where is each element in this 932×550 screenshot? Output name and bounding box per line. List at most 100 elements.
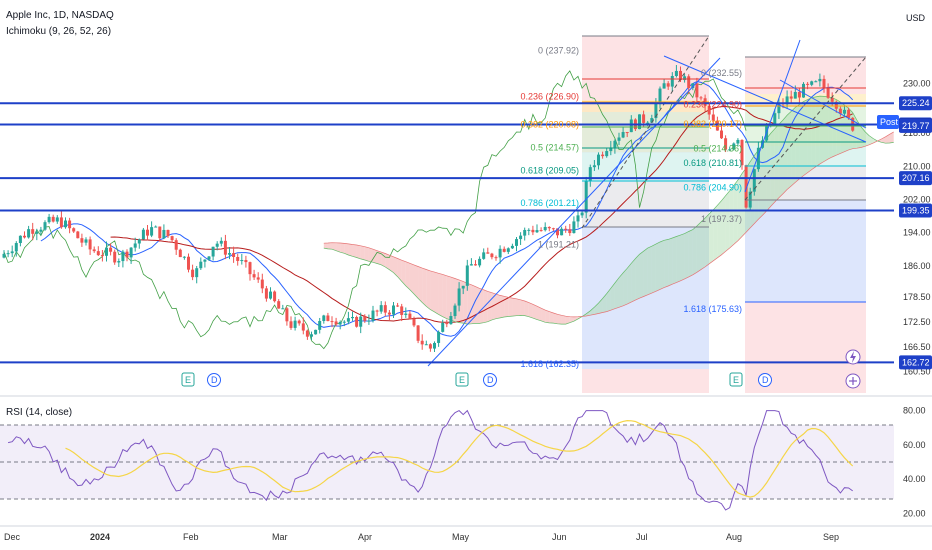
candle <box>228 247 231 260</box>
svg-text:E: E <box>459 375 465 385</box>
candle <box>51 214 55 223</box>
rsi-tick-1: 60.00 <box>903 440 926 450</box>
candle <box>195 265 199 284</box>
price-tag-6 <box>899 355 932 370</box>
candle <box>146 225 149 241</box>
dividend-marker[interactable]: D <box>758 373 772 387</box>
fib1-label-1: 0.236 (226.90) <box>520 91 579 101</box>
candle <box>572 216 576 234</box>
candle <box>453 303 457 319</box>
cloud-segment <box>418 266 423 303</box>
cloud-segment <box>614 277 619 309</box>
fib2-label-6: 1 (197.37) <box>701 214 742 224</box>
candle <box>129 247 133 264</box>
price-tick-2: 218.00 <box>903 128 931 138</box>
svg-text:D: D <box>487 375 494 385</box>
price-tick-0: 230.00 <box>903 78 931 88</box>
candle <box>543 222 547 232</box>
cloud-segment <box>824 96 829 162</box>
price-tag-text-4: 207.16 <box>902 173 930 183</box>
time-tick-9: Sep <box>823 532 839 542</box>
cloud-segment <box>393 256 398 277</box>
cloud-segment <box>811 96 816 170</box>
cloud-segment <box>565 316 570 325</box>
candle <box>379 301 383 314</box>
candle <box>838 106 842 117</box>
candle <box>752 168 756 196</box>
dividend-marker[interactable]: D <box>483 373 497 387</box>
cloud-segment <box>569 316 574 323</box>
cloud-segment <box>537 306 542 321</box>
fib1-label-3: 0.5 (214.57) <box>530 142 579 152</box>
candle <box>35 228 39 241</box>
candle <box>732 142 736 151</box>
candle <box>14 241 18 257</box>
cloud-segment <box>610 283 615 311</box>
cloud-segment <box>332 242 337 251</box>
time-axis[interactable]: Dec 2024 Feb Mar Apr May Jun Jul Aug Sep <box>4 532 839 542</box>
dividend-marker[interactable]: D <box>207 373 221 387</box>
candle <box>277 299 281 309</box>
price-tick-10: 160.50 <box>903 367 931 377</box>
candle <box>10 245 14 258</box>
candle <box>498 245 502 264</box>
candle <box>68 217 72 234</box>
candle <box>154 225 158 228</box>
candle <box>777 97 781 119</box>
candle <box>822 75 826 93</box>
candle <box>64 217 67 229</box>
earnings-marker[interactable]: E <box>729 372 743 387</box>
candle <box>621 126 625 139</box>
cloud-segment <box>873 138 878 144</box>
cloud-segment <box>713 205 718 261</box>
candle <box>371 305 375 323</box>
candle <box>203 259 207 268</box>
earnings-marker[interactable]: E <box>455 372 469 387</box>
cloud-segment <box>467 283 472 325</box>
cloud-segment <box>442 274 447 319</box>
fib1-label-0: 0 (237.92) <box>538 46 579 56</box>
candle <box>707 103 711 120</box>
cloud-segment <box>557 314 562 325</box>
cloud-segment <box>737 173 742 241</box>
candle <box>342 320 346 327</box>
fib1-label-6: 1 (191.21) <box>538 239 579 249</box>
cloud-segment <box>828 96 833 160</box>
cloud-segment <box>553 313 558 324</box>
cloud-segment <box>401 260 406 286</box>
svg-text:D: D <box>762 375 769 385</box>
cloud-segment <box>709 209 714 264</box>
price-tags: 225.24220.11219.84219.77207.16199.35162.… <box>899 96 932 370</box>
cloud-segment <box>655 242 660 292</box>
time-tick-1: 2024 <box>90 532 110 542</box>
candle <box>789 90 793 104</box>
candle <box>285 307 289 326</box>
cloud-segment <box>377 250 382 265</box>
currency-label[interactable]: USD <box>906 13 926 23</box>
candle <box>523 227 527 241</box>
flash-icon[interactable] <box>845 349 861 365</box>
candle <box>658 86 662 109</box>
cloud-segment <box>430 270 435 312</box>
candle <box>810 80 814 87</box>
cloud-segment <box>508 297 513 317</box>
candle <box>338 320 342 330</box>
price-tick-3: 210.00 <box>903 161 931 171</box>
cloud-segment <box>803 99 808 176</box>
candle <box>482 248 486 260</box>
cloud-segment <box>524 301 529 317</box>
cloud-segment <box>717 200 722 258</box>
candle <box>355 315 359 328</box>
rsi-axis[interactable]: 80.00 60.00 40.00 20.00 <box>903 406 926 519</box>
price-tick-7: 178.50 <box>903 292 931 302</box>
candle <box>515 237 518 252</box>
candle <box>182 256 186 260</box>
plus-icon[interactable] <box>845 373 861 389</box>
candle <box>490 252 494 260</box>
candle <box>539 227 543 232</box>
candle <box>502 246 506 253</box>
earnings-marker[interactable]: E <box>181 372 195 387</box>
candle <box>478 256 482 268</box>
